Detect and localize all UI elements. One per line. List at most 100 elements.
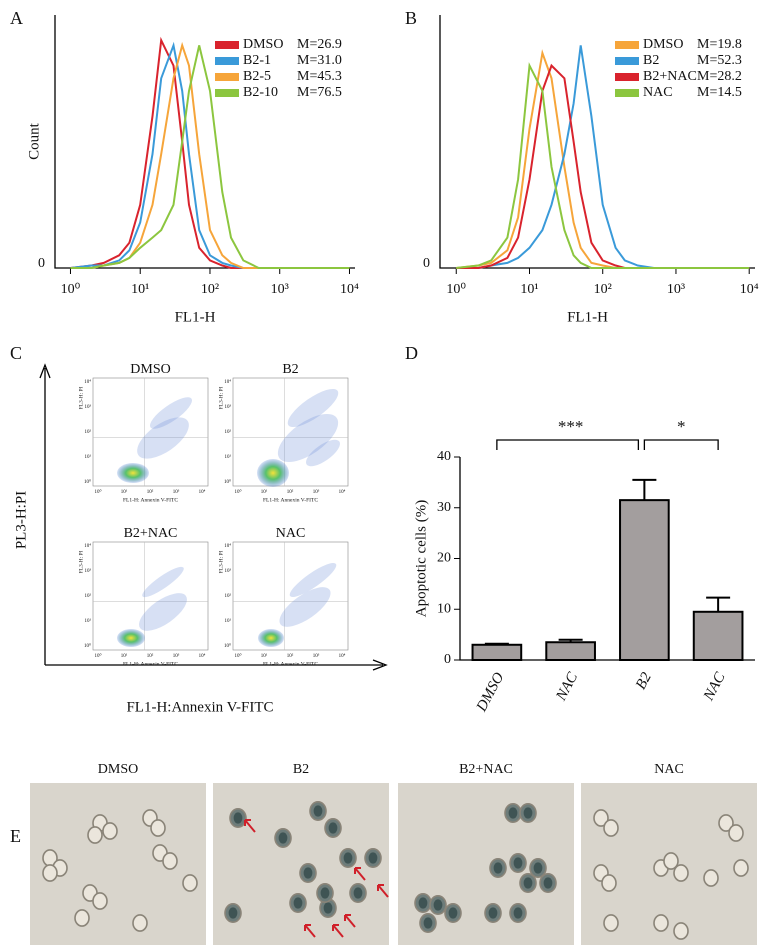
plot-title: DMSO <box>130 362 170 377</box>
cell-core <box>523 877 533 889</box>
y-tick-label: 0 <box>423 256 430 271</box>
red-arrow <box>377 884 389 898</box>
cell-core <box>233 812 243 824</box>
plot-tick: 10² <box>85 593 92 599</box>
error-bar <box>706 596 731 612</box>
density-cloud <box>139 593 187 631</box>
legend-label: DMSO <box>243 37 283 52</box>
density-cloud <box>305 439 341 467</box>
plot-tick: 10² <box>85 429 92 435</box>
plot-tick: 10² <box>147 489 154 495</box>
plot-tick: 10³ <box>313 653 320 659</box>
legend-swatch <box>215 41 239 49</box>
plot-title: B2+NAC <box>124 526 178 541</box>
legend-stat: M=31.0 <box>297 53 342 68</box>
x-tick-label: 10³ <box>667 282 685 297</box>
plot-tick: 10² <box>287 489 294 495</box>
density-cloud <box>258 629 284 647</box>
bar <box>471 643 523 662</box>
bar <box>545 641 596 661</box>
cell-core <box>418 897 428 909</box>
cell-core <box>320 887 330 899</box>
cell-core <box>433 899 443 911</box>
cell <box>663 852 679 870</box>
plot-tick: 10³ <box>173 653 180 659</box>
density-cloud <box>137 417 189 459</box>
y-tick-label: 10 <box>437 601 451 616</box>
cell <box>182 874 198 892</box>
legend-stat: M=26.9 <box>297 37 342 52</box>
cell-core <box>278 832 288 844</box>
plot-tick: 10³ <box>85 568 92 574</box>
y-tick-label: 40 <box>437 449 451 464</box>
plot-tick: 10⁴ <box>199 489 206 495</box>
panel-letter: C <box>10 343 22 363</box>
legend-label: NAC <box>643 85 673 100</box>
y-tick-label: 30 <box>437 500 451 515</box>
plot-tick: 10¹ <box>225 454 232 460</box>
plot-tick: 10¹ <box>85 454 92 460</box>
density-cloud <box>289 562 337 598</box>
plot-tick: 10³ <box>225 404 232 410</box>
plot-tick: 10⁰ <box>224 643 231 649</box>
y-axis-label: Apoptotic cells (%) <box>413 500 429 617</box>
plot-xlabel: FL1-H: Annexin V-FITC <box>263 497 318 503</box>
cell <box>703 869 719 887</box>
x-tick-label: 10³ <box>271 282 289 297</box>
plot-tick: 10¹ <box>121 489 128 495</box>
plot-tick: 10⁴ <box>224 379 231 385</box>
legend-label: B2-1 <box>243 53 271 68</box>
legend-stat: M=28.2 <box>697 69 742 84</box>
image-title: B2 <box>293 762 309 777</box>
plot-tick: 10⁰ <box>234 489 241 495</box>
plot-tick: 10⁰ <box>84 479 91 485</box>
x-tick-label: 10² <box>594 282 612 297</box>
plot-tick: 10⁰ <box>234 653 241 659</box>
plot-tick: 10³ <box>85 404 92 410</box>
plot-xlabel: FL1-H: Annexin V-FITC <box>263 661 318 667</box>
x-tick-label: 10¹ <box>131 282 149 297</box>
plot-tick: 10⁰ <box>224 479 231 485</box>
legend-swatch <box>215 89 239 97</box>
plot-tick: 10⁰ <box>84 643 91 649</box>
density-cloud <box>257 459 289 487</box>
legend-label: B2-5 <box>243 69 271 84</box>
micrograph <box>213 783 389 945</box>
cell <box>42 864 58 882</box>
x-tick-label: NAC <box>700 669 729 704</box>
legend-swatch <box>215 73 239 81</box>
legend-label: B2+NAC <box>643 69 697 84</box>
cell-core <box>543 877 553 889</box>
cell <box>87 826 103 844</box>
legend-swatch <box>615 73 639 81</box>
x-axis-label: FL1-H:Annexin V-FITC <box>126 699 273 715</box>
plot-tick: 10³ <box>225 568 232 574</box>
panel-letter: B <box>405 8 417 28</box>
plot-tick: 10³ <box>313 489 320 495</box>
cell <box>132 914 148 932</box>
plot-ylabel: FL3-H: PI <box>78 550 84 573</box>
x-tick-label: B2 <box>633 670 655 693</box>
plot-tick: 10¹ <box>85 618 92 624</box>
cell <box>673 864 689 882</box>
plot-tick: 10⁴ <box>339 489 346 495</box>
x-tick-label: 10¹ <box>520 282 538 297</box>
plot-frame <box>232 377 349 487</box>
red-arrow <box>344 914 356 928</box>
panel-letter: D <box>405 343 418 363</box>
cell-core <box>448 907 458 919</box>
plot-tick: 10² <box>287 653 294 659</box>
plot-frame <box>92 541 209 651</box>
cell-core <box>513 857 523 869</box>
panel-letter: E <box>10 826 21 846</box>
x-tick-label: 10⁰ <box>61 282 81 297</box>
density-cloud <box>117 629 145 647</box>
legend-swatch <box>615 89 639 97</box>
x-tick-label: 10⁴ <box>340 282 359 297</box>
cell <box>603 914 619 932</box>
cell-core <box>493 862 503 874</box>
cell-core <box>353 887 363 899</box>
y-axis-label: Count <box>26 122 42 160</box>
plot-xlabel: FL1-H: Annexin V-FITC <box>123 497 178 503</box>
legend-swatch <box>615 57 639 65</box>
